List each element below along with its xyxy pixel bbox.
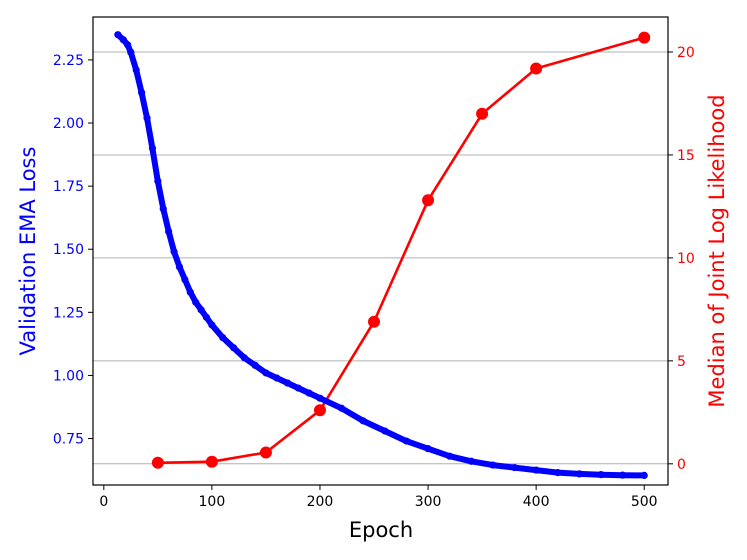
blue-series [114, 31, 648, 480]
loss-point [337, 404, 346, 412]
left-tick-label: 1.25 [53, 305, 84, 321]
right-tick-label: 10 [677, 251, 695, 267]
loss-point [127, 48, 135, 56]
likelihood-point [259, 446, 272, 459]
likelihood-point [530, 62, 543, 75]
loss-point [554, 469, 562, 477]
loss-point [192, 298, 200, 306]
loss-point [489, 461, 497, 469]
loss-point [123, 41, 132, 49]
loss-point [181, 275, 189, 284]
loss-point [240, 354, 248, 362]
loss-point [424, 445, 432, 453]
red-series [151, 31, 651, 469]
loss-point [251, 361, 259, 369]
loss-point [175, 263, 184, 271]
loss-point [283, 379, 292, 387]
loss-point [359, 417, 367, 425]
right-tick-label: 20 [677, 45, 695, 61]
left-y-axis-label: Validation EMA Loss [16, 147, 40, 356]
right-y-axis-label: Median of Joint Log Likelihood [705, 94, 729, 407]
left-y-axis: 0.75 1.00 1.25 1.50 1.75 2.00 2.25 [53, 53, 93, 448]
loss-point [208, 321, 216, 329]
loss-point [262, 369, 270, 377]
likelihood-point [313, 404, 326, 417]
loss-point [202, 313, 211, 321]
loss-point [510, 463, 519, 472]
x-tick-label: 0 [99, 494, 108, 510]
x-axis: 0 100 200 300 400 500 [99, 485, 658, 510]
loss-point [170, 248, 178, 256]
loss-point [119, 36, 127, 44]
loss-point [114, 31, 122, 39]
loss-point [575, 470, 583, 478]
left-tick-label: 0.75 [53, 432, 84, 448]
x-tick-label: 100 [199, 494, 226, 510]
loss-point [619, 471, 627, 479]
loss-point [138, 89, 146, 97]
loss-point [402, 437, 411, 445]
loss-point [148, 144, 157, 152]
right-tick-label: 15 [677, 148, 695, 164]
x-tick-label: 500 [631, 494, 658, 510]
loss-series-line [114, 31, 648, 479]
right-tick-label: 0 [677, 457, 686, 473]
loss-point [446, 452, 454, 460]
x-tick-label: 300 [415, 494, 442, 510]
loss-point [154, 177, 162, 185]
left-tick-label: 1.75 [53, 179, 84, 195]
grid-lines [93, 51, 668, 465]
left-tick-label: 1.00 [53, 368, 84, 384]
likelihood-point [205, 455, 218, 468]
likelihood-point [151, 456, 164, 469]
loss-point [597, 471, 605, 479]
left-tick-label: 1.50 [53, 242, 84, 258]
loss-point [197, 306, 205, 314]
loss-point [229, 344, 238, 352]
right-tick-label: 5 [677, 354, 686, 370]
loss-point [640, 471, 648, 480]
right-y-axis: 0 5 10 15 20 [668, 45, 695, 473]
x-tick-label: 400 [523, 494, 550, 510]
loss-point [159, 205, 167, 213]
loss-point [132, 66, 140, 74]
loss-point [316, 394, 324, 402]
loss-point [165, 227, 173, 236]
loss-point [305, 389, 313, 397]
loss-point [186, 288, 194, 296]
loss-point [381, 427, 389, 435]
x-axis-label: Epoch [349, 518, 413, 542]
loss-point [294, 384, 302, 392]
x-tick-label: 200 [307, 494, 334, 510]
loss-point [143, 114, 151, 122]
loss-point [467, 457, 475, 465]
likelihood-point [476, 107, 489, 120]
loss-point [532, 466, 540, 474]
left-tick-label: 2.25 [53, 53, 84, 69]
likelihood-point [368, 315, 381, 328]
loss-point [273, 374, 281, 382]
left-tick-label: 2.00 [53, 116, 84, 132]
likelihood-point [422, 194, 435, 207]
likelihood-point [638, 31, 651, 44]
likelihood-series-line [157, 36, 645, 465]
loss-point [219, 333, 227, 342]
plot-frame [92, 16, 669, 486]
